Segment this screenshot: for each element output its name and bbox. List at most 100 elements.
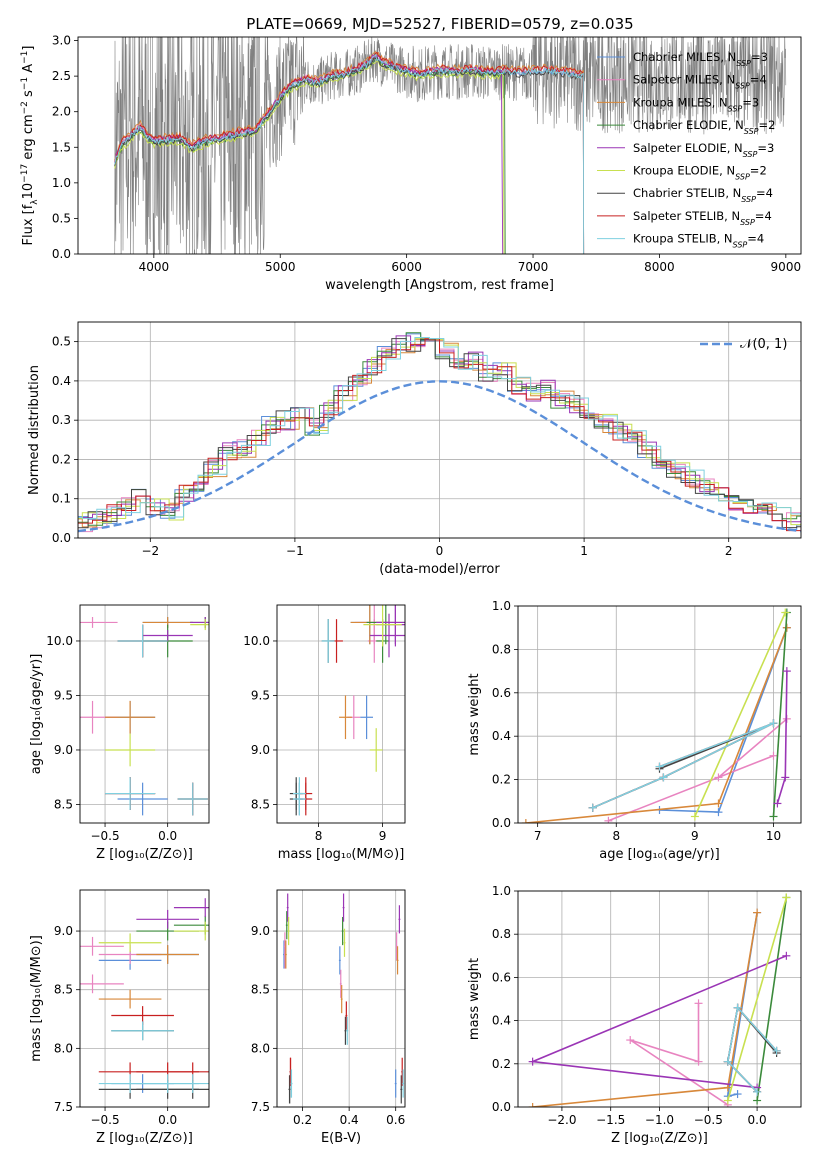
legend-name: Salpeter ELODIE [633,141,727,155]
y-tick-label: 2.0 [52,105,71,119]
legend-n-prefix: , N [712,95,728,109]
x-tick-label: 5000 [265,260,296,274]
weight-line [772,612,788,817]
residuals-xlabel: (data-model)/error [379,562,500,577]
age_vs_mass-axes: 8 9 8.5 9.0 9.5 10.0 mass [log₁₀(M/M⊙)] [243,605,405,862]
legend-n-sub: SSP [736,59,751,68]
weight-line [727,897,788,1101]
weight-line [629,1003,729,1106]
y-tick-label: 2.5 [52,69,71,83]
y-tick-label: 0.0 [52,531,71,545]
x-tick-label: −2 [141,544,159,558]
x-tick-label: 6000 [391,260,422,274]
x-tick-label: 0.2 [293,1113,312,1127]
x-tick-label: 0.6 [386,1113,405,1127]
mass_vs_Z-frame [79,889,210,1108]
legend-n: 4 [764,209,771,223]
ylabel-part: Flux [f [21,204,36,245]
y-tick-label: 0.0 [52,247,71,261]
y-tick-label: 1.0 [492,884,511,898]
mass_vs_ebv-axes: 0.2 0.4 0.6 7.5 8.0 8.5 9.0 E(B-V) [251,890,405,1146]
legend-eq: = [757,141,767,155]
ylabel-part: 10 [21,183,36,200]
y-tick-label: 0.4 [492,729,511,743]
legend-n-prefix: , N [719,164,735,178]
y-tick-label: 0.8 [492,642,511,656]
y-tick-label: 0.6 [492,970,511,984]
x-tick-label: 7000 [518,260,549,274]
mass_vs_Z-ylabel: mass [log₁₀(M/M⊙)] [29,935,44,1062]
weight-line [756,897,788,1101]
legend-name: Kroupa STELIB [633,232,717,246]
legend-n: 3 [767,141,774,155]
massweight_vs_age-frame [517,605,802,824]
residuals-plot [78,332,801,533]
age_vs_Z-xlabel: Z [log₁₀(Z/Z⊙)] [96,847,193,862]
x-tick-label: −0.5 [694,1113,723,1127]
legend-n-prefix: , N [720,50,736,64]
y-tick-label: 0.2 [52,452,71,466]
y-tick-label: 0.2 [492,1057,511,1071]
legend-entry: Kroupa MILES, NSSP=3 [633,95,759,113]
y-tick-label: 0.3 [52,413,71,427]
x-tick-label: 0.0 [158,829,177,843]
mass_vs_ebv-plot [283,893,405,1104]
model-kroupa-miles [114,51,585,254]
x-tick-label: 4000 [139,260,170,274]
spectrum-frame [77,36,802,255]
histogram-salpeter-stelib [78,338,801,532]
y-tick-label: 8.5 [54,983,73,997]
weight-line [694,612,787,817]
y-tick-label: 10.0 [46,634,73,648]
y-tick-label: 8.0 [251,1041,270,1055]
spectrum-plot [114,37,787,254]
massweight_vs_Z-xlabel: Z [log₁₀(Z/Z⊙)] [611,1131,708,1146]
residuals-axes: −2 −1 0 1 2 0.0 0.1 0.2 0.3 0.4 0.5 (data-model)/er… [27,322,801,577]
y-tick-label: 0.1 [52,492,71,506]
weight-line [532,912,758,1107]
legend-n-sub: SSP [740,217,755,226]
ylabel-part: s [21,90,36,101]
legend-eq: = [751,50,761,64]
legend-n-sub: SSP [735,172,750,181]
legend-n-prefix: , N [724,209,740,223]
massweight_vs_Z-ylabel: mass weight [467,958,482,1040]
spectrum-axes: 4000 5000 6000 7000 8000 9000 0.0 0.5 1.0 1.5 2.0 2… [52,34,801,293]
legend-eq: = [755,209,765,223]
y-tick-label: 0.4 [492,1014,511,1028]
y-tick-label: 0.0 [492,1100,511,1114]
y-tick-label: 9.0 [54,743,73,757]
mass_vs_ebv-frame [276,889,406,1108]
massweight_vs_age-ylabel: mass weight [467,673,482,755]
spectrum-ylabel: Flux [fλ10−17 erg cm−2 s−1 A−1] [20,46,40,246]
x-tick-label: 0.0 [748,1113,767,1127]
massweight_vs_age-plot [521,608,791,823]
legend-n: 4 [759,73,766,87]
model-kroupa-stelib [114,54,585,254]
ylabel-part: −2 [20,101,30,114]
histogram-salpeter-elodie [78,335,801,532]
legend-eq: = [750,73,760,87]
y-tick-label: 1.0 [492,599,511,613]
y-tick-label: 1.0 [52,176,71,190]
y-tick-label: 3.0 [52,34,71,48]
legend-n: 4 [757,232,764,246]
x-tick-label: 0 [436,544,444,558]
ylabel-part: −1 [20,77,30,90]
legend-name: Salpeter MILES [633,73,719,87]
y-tick-label: 7.5 [54,1100,73,1114]
massweight_vs_age-axes: 7 8 9 10 0.0 0.2 0.4 0.6 0.8 1.0 age [log₁₀(age/yr… [467,599,801,862]
legend-entry: Salpeter STELIB, NSSP=4 [633,209,772,227]
age_vs_mass-plot [289,605,405,816]
legend-normal: 𝒩(0, 1) [740,337,787,352]
legend-n: 2 [759,164,766,178]
weight-line [608,718,788,822]
weight-line [525,627,788,823]
y-tick-label: 0.5 [52,211,71,225]
ylabel-part: erg cm [21,114,36,163]
legend-n: 3 [752,95,759,109]
y-tick-label: 10.0 [243,634,270,648]
x-tick-label: 8 [315,829,323,843]
x-tick-label: −2.0 [547,1113,576,1127]
